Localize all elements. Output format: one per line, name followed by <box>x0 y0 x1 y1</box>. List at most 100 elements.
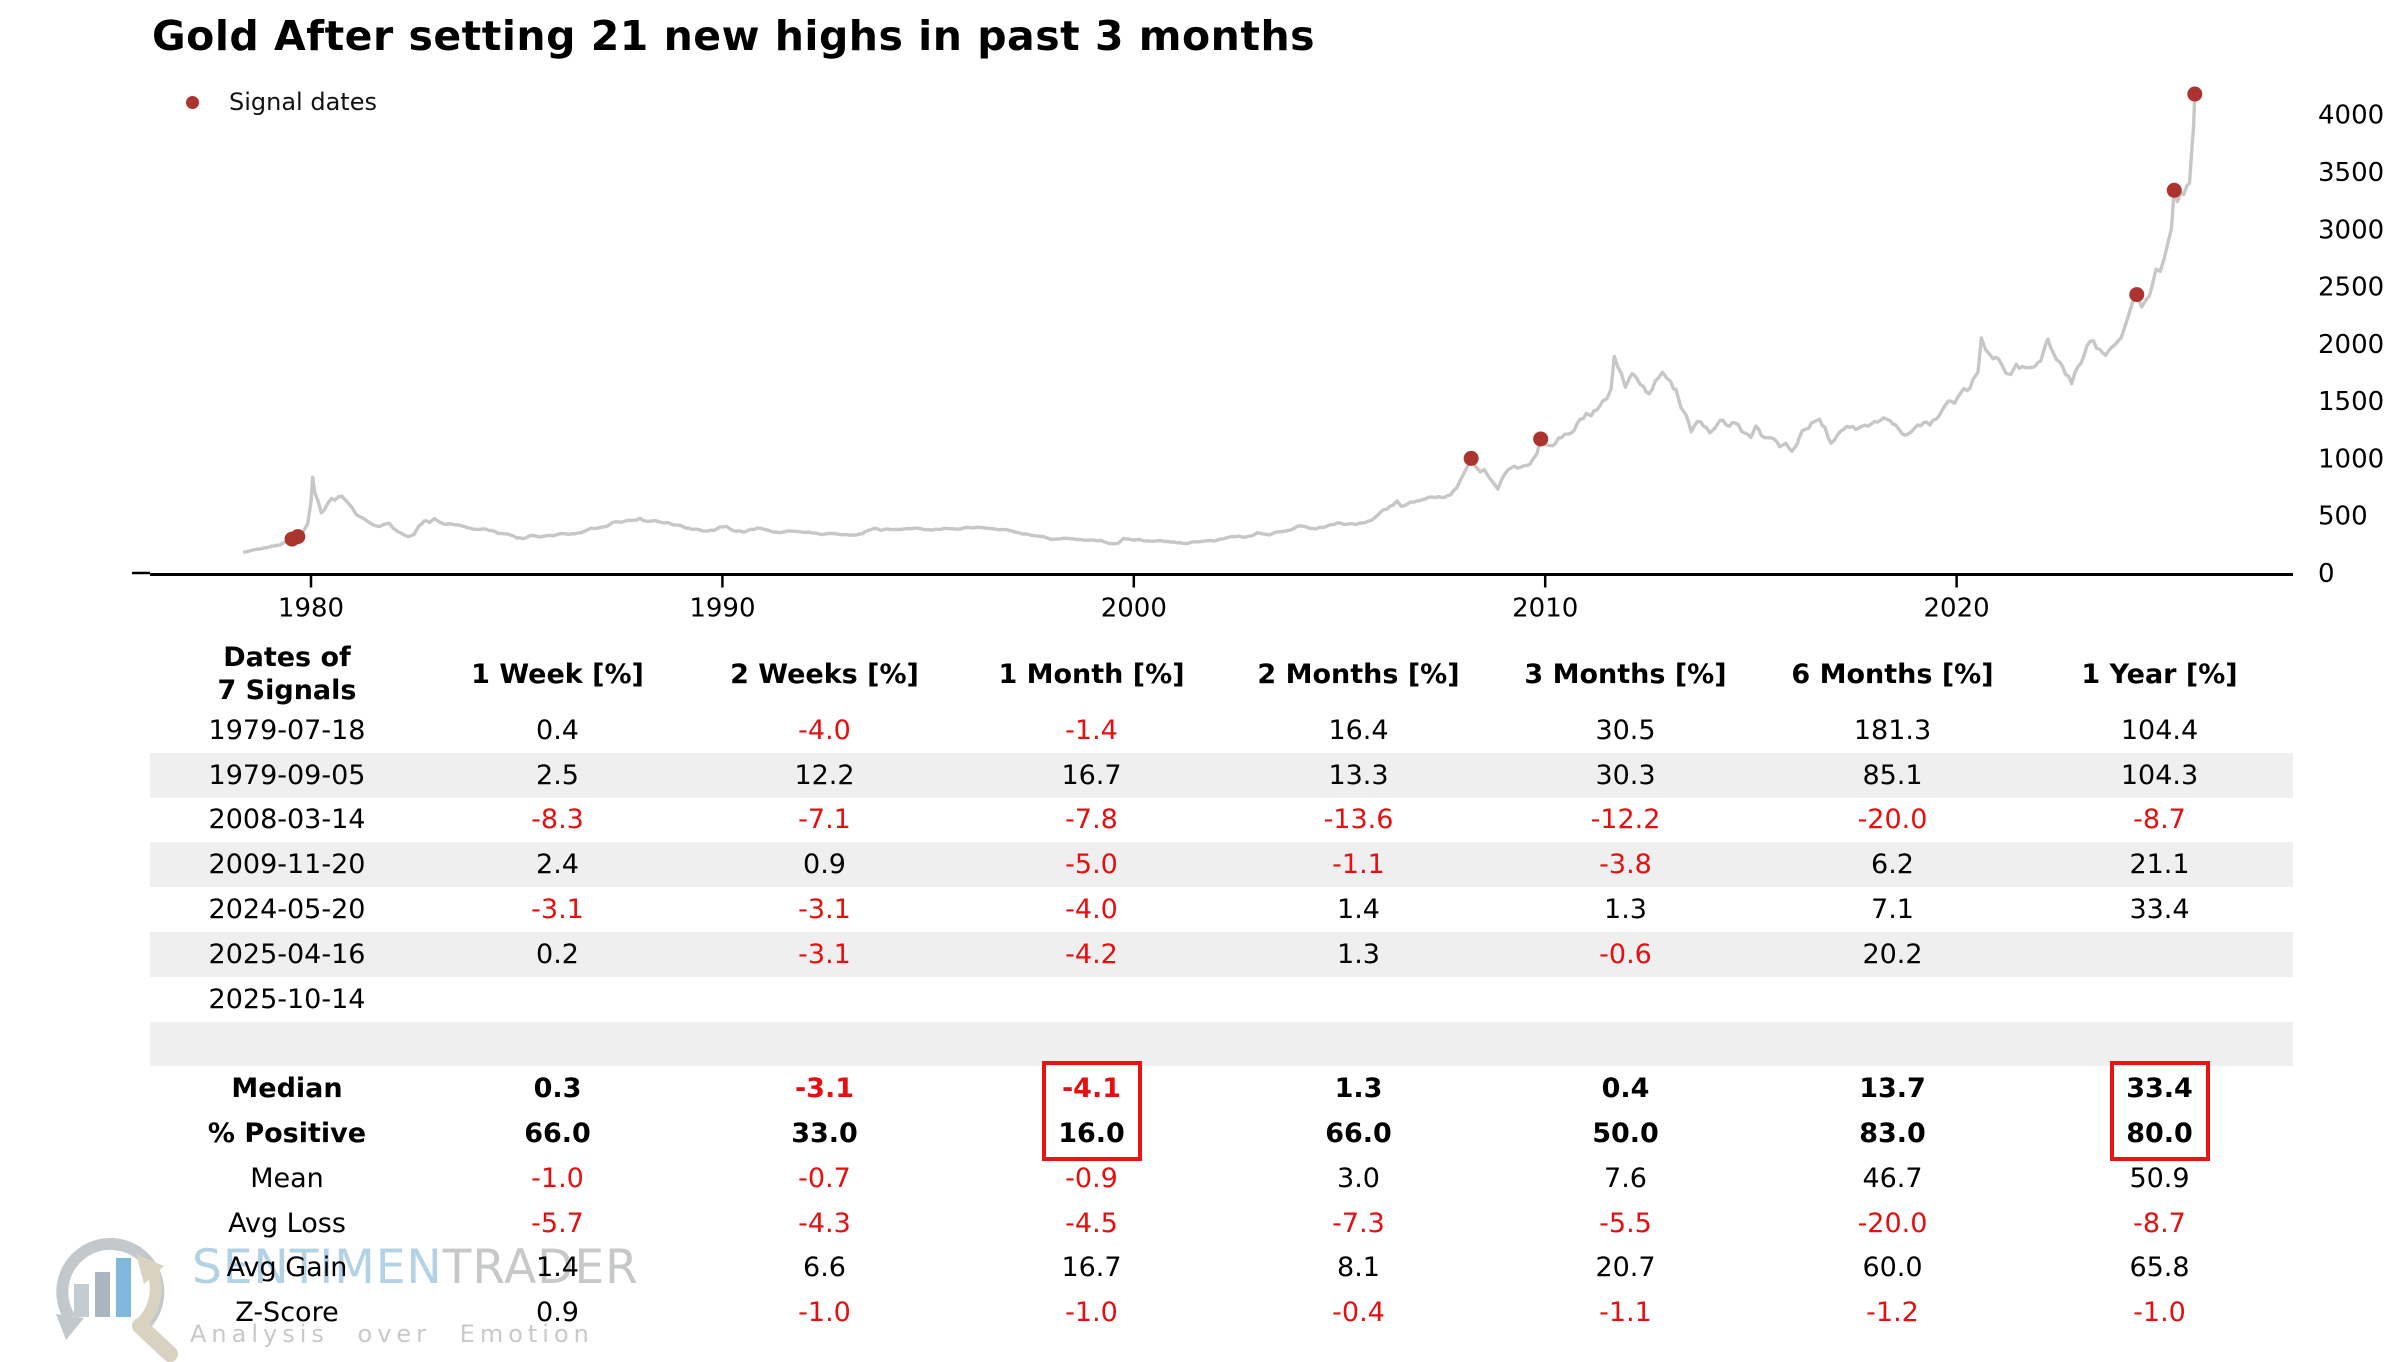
table-cell: 46.7 <box>1862 1162 1923 1194</box>
table-cell: -8.3 <box>531 804 584 836</box>
table-row: Median 0.3 -3.1 -4.1 1.3 0.4 13.7 33.4 <box>150 1066 2293 1111</box>
table-header-row: Dates of 7 Signals 1 Week [%] 2 Weeks [%] 1 … <box>150 640 2293 708</box>
signal-dot-2025-04-16 <box>2166 182 2182 198</box>
table-cell: -3.1 <box>798 894 851 926</box>
table-cell: 0.9 <box>536 1297 579 1329</box>
table-cell: 80.0 <box>2126 1118 2193 1150</box>
table-cell: 2 Weeks [%] <box>730 658 919 690</box>
highlight-box-1month <box>1041 1061 1142 1161</box>
table-cell: 50.0 <box>1592 1118 1659 1150</box>
table-cell: -3.1 <box>798 938 851 970</box>
table-cell: -1.0 <box>2133 1297 2186 1329</box>
table-cell: Z-Score <box>235 1297 339 1329</box>
table-cell: % Positive <box>207 1118 367 1150</box>
table-cell: 0.3 <box>533 1073 582 1105</box>
table-cell: 0.4 <box>536 714 579 746</box>
table-cell: Mean <box>250 1162 324 1194</box>
table-cell: 0.4 <box>1601 1073 1650 1105</box>
y-tick-label: 4000 <box>2318 101 2384 131</box>
table-cell: 13.3 <box>1328 759 1389 791</box>
table-cell: 16.7 <box>1061 759 1122 791</box>
x-tick-label: 2020 <box>1924 594 1990 624</box>
table-row: Mean -1.0 -0.7 -0.9 3.0 7.6 46.7 50.9 <box>150 1156 2293 1201</box>
table-cell: 8.1 <box>1337 1252 1380 1284</box>
table-cell: 1.4 <box>1337 894 1380 926</box>
table-cell: 33.4 <box>2126 1073 2193 1105</box>
table-cell: -12.2 <box>1590 804 1661 836</box>
table-cell: 50.9 <box>2129 1162 2190 1194</box>
gold-price-line <box>242 93 2197 554</box>
table-row: 2025-04-16 0.2 -3.1 -4.2 1.3 -0.6 20.2 <box>150 931 2293 977</box>
table-cell: 3.0 <box>1337 1162 1380 1194</box>
table-cell: Avg Gain <box>226 1252 348 1284</box>
table-cell: -0.6 <box>1599 938 1652 970</box>
table-cell: -0.4 <box>1332 1297 1385 1329</box>
table-cell: -20.0 <box>1857 804 1928 836</box>
table-cell: -20.0 <box>1857 1207 1928 1239</box>
table-cell: 1 Week [%] <box>471 658 644 690</box>
table-cell: 6.6 <box>803 1252 846 1284</box>
signal-dot-2024-05-20 <box>2129 287 2145 303</box>
table-cell: Median <box>231 1073 343 1105</box>
signal-dot-2008-03-14 <box>1463 450 1479 466</box>
table-row: Avg Loss -5.7 -4.3 -4.5 -7.3 -5.5 -20.0 -8.7 <box>150 1201 2293 1246</box>
watermark-brand-part1: SENTIMEN <box>192 1240 443 1295</box>
table-cell: Avg Loss <box>228 1207 346 1239</box>
table-cell: -1.0 <box>1065 1297 1118 1329</box>
table-cell: 60.0 <box>1862 1252 1923 1284</box>
table-cell: -4.1 <box>1061 1073 1122 1105</box>
table-cell: 13.7 <box>1859 1073 1926 1105</box>
y-tick-label: 2500 <box>2318 273 2384 303</box>
table-cell: -7.1 <box>798 804 851 836</box>
table-cell: 104.4 <box>2120 714 2199 746</box>
table-cell: -13.6 <box>1323 804 1394 836</box>
table-cell: -1.1 <box>1599 1297 1652 1329</box>
watermark-brand-part2: TRADER <box>442 1240 639 1295</box>
x-tick-label: 2000 <box>1101 594 1167 624</box>
table-cell: 1.3 <box>1604 894 1647 926</box>
signal-dot-2009-11-20 <box>1533 431 1549 447</box>
table-row: 2009-11-20 2.4 0.9 -5.0 -1.1 -3.8 6.2 21.1 <box>150 842 2293 888</box>
signal-dot-2025-10-14 <box>2187 86 2203 102</box>
y-tick-label: 3500 <box>2318 158 2384 188</box>
watermark-brand: SENTIMENTRADER <box>192 1240 639 1295</box>
table-row <box>150 1021 2293 1067</box>
price-chart: 1980 1990 2000 2010 2020 0 500 1000 1500 2000 2500… <box>132 86 2384 624</box>
table-cell: -1.0 <box>798 1297 851 1329</box>
table-cell: -3.1 <box>794 1073 855 1105</box>
table-cell: -5.7 <box>531 1207 584 1239</box>
signal-dot-1979-09-05 <box>290 529 306 545</box>
table-cell: 12.2 <box>794 759 855 791</box>
table-cell: 21.1 <box>2129 849 2190 881</box>
y-tick-label: 2000 <box>2318 330 2384 360</box>
table-cell: 0.2 <box>536 938 579 970</box>
table-cell: -0.7 <box>798 1162 851 1194</box>
table-cell: -3.1 <box>531 894 584 926</box>
table-cell: 6.2 <box>1871 849 1914 881</box>
table-cell: 1.4 <box>536 1252 579 1284</box>
table-cell: 1979-09-05 <box>208 759 366 791</box>
legend: Signal dates <box>186 88 377 116</box>
sentimentrader-logo-icon <box>56 1237 178 1362</box>
table-cell: 2009-11-20 <box>208 849 366 881</box>
table-cell: 2.4 <box>536 849 579 881</box>
table-cell: -7.8 <box>1065 804 1118 836</box>
table-cell: 3 Months [%] <box>1524 658 1727 690</box>
table-cell: 6 Months [%] <box>1791 658 1994 690</box>
table-cell: 7.1 <box>1871 894 1914 926</box>
table-row: % Positive 66.0 33.0 16.0 66.0 50.0 83.0 80.0 <box>150 1111 2293 1156</box>
table-cell: -7.3 <box>1332 1207 1385 1239</box>
table-row: Avg Gain 1.4 6.6 16.7 8.1 20.7 60.0 65.8 <box>150 1246 2293 1291</box>
y-tick-label: 3000 <box>2318 215 2384 245</box>
table-cell: 33.4 <box>2129 894 2190 926</box>
table-cell: -1.1 <box>1332 849 1385 881</box>
table-row: Z-Score 0.9 -1.0 -1.0 -0.4 -1.1 -1.2 -1.0 <box>150 1290 2293 1335</box>
highlight-box-1year <box>2109 1061 2210 1161</box>
table-cell: 66.0 <box>524 1118 591 1150</box>
table-cell: 30.3 <box>1595 759 1656 791</box>
table-cell: 7.6 <box>1604 1162 1647 1194</box>
table-cell: 104.3 <box>2120 759 2199 791</box>
table-cell: 1.3 <box>1334 1073 1383 1105</box>
